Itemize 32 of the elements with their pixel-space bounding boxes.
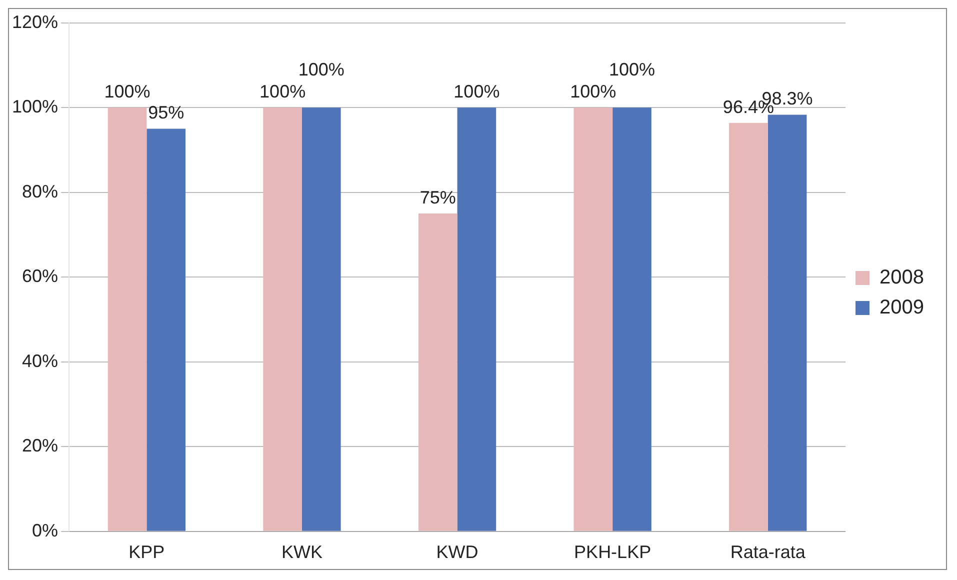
x-tick-label: PKH-LKP [574, 542, 652, 562]
y-tick-label: 80% [22, 181, 58, 202]
legend-label: 2008 [880, 266, 924, 289]
bar [457, 108, 496, 531]
bar [108, 108, 147, 531]
bar [768, 114, 807, 531]
data-label: 100% [570, 82, 616, 102]
y-tick-label: 120% [12, 12, 58, 32]
bar [146, 128, 186, 531]
bar [574, 108, 613, 531]
data-label: 75% [420, 187, 456, 208]
x-tick-label: KWD [436, 542, 478, 562]
y-tick-label: 20% [22, 436, 58, 456]
y-tick-label: 60% [22, 266, 58, 286]
y-tick-label: 100% [12, 96, 58, 117]
data-label: 100% [298, 60, 344, 80]
x-tick-label: KWK [281, 542, 322, 562]
bar [263, 108, 302, 531]
x-tick-label: KPP [128, 542, 165, 562]
data-label: 100% [104, 82, 150, 102]
x-tick-label: Rata-rata [730, 542, 806, 562]
legend-label: 2009 [880, 296, 924, 319]
data-label: 95% [148, 102, 184, 123]
y-tick-label: 0% [32, 520, 58, 540]
bar [302, 108, 341, 531]
data-label: 100% [454, 82, 500, 102]
data-label: 100% [608, 60, 655, 80]
bar [729, 122, 768, 531]
data-label: 100% [260, 82, 306, 102]
bar [612, 108, 652, 531]
y-tick-label: 40% [22, 350, 58, 371]
bar [418, 214, 458, 531]
